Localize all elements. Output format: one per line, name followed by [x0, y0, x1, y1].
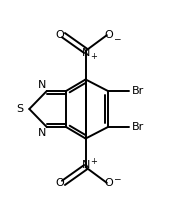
Text: Br: Br — [132, 122, 145, 132]
Text: Br: Br — [132, 86, 145, 96]
Text: +: + — [90, 157, 97, 166]
Text: +: + — [90, 52, 97, 61]
Text: −: − — [113, 34, 121, 43]
Text: O: O — [55, 30, 64, 40]
Text: N: N — [38, 80, 46, 90]
Text: N: N — [81, 48, 90, 58]
Text: N: N — [38, 128, 46, 138]
Text: O: O — [104, 30, 113, 40]
Text: S: S — [16, 104, 23, 114]
Text: N: N — [81, 160, 90, 170]
Text: O: O — [55, 178, 64, 188]
Text: −: − — [113, 175, 121, 184]
Text: O: O — [104, 178, 113, 188]
